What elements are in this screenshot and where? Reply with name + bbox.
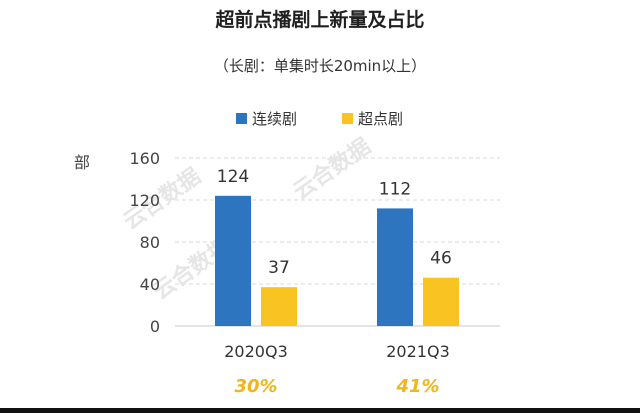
x-axis-categories: 2020Q3 2021Q3 <box>224 342 450 361</box>
watermark-text: 云合数据 <box>289 133 376 205</box>
ratio-labels: 30% 41% <box>234 376 439 397</box>
ratio-label: 41% <box>395 376 439 397</box>
ratio-label: 30% <box>234 376 277 397</box>
legend-label-series-1: 连续剧 <box>252 110 297 128</box>
data-label: 112 <box>379 179 411 199</box>
bar-2021q3-series-1 <box>377 208 413 326</box>
y-tick-label: 160 <box>129 149 160 168</box>
legend-swatch-series-1 <box>236 113 247 124</box>
bar-2021q3-series-2 <box>423 277 459 326</box>
legend-label-series-2: 超点剧 <box>358 110 403 128</box>
bars: 124 37 112 46 <box>215 167 459 326</box>
data-label: 37 <box>268 258 290 278</box>
bar-2020q3-series-1 <box>215 195 251 326</box>
y-axis-ticks: 0 40 80 120 160 <box>129 149 160 336</box>
chart-subtitle: （长剧：单集时长20min以上） <box>214 57 426 75</box>
y-tick-label: 80 <box>140 233 160 252</box>
y-tick-label: 0 <box>150 317 160 336</box>
bar-2020q3-series-2 <box>261 287 297 326</box>
bottom-bar <box>0 408 640 413</box>
chart-title: 超前点播剧上新量及占比 <box>214 8 424 31</box>
data-label: 46 <box>430 249 452 269</box>
y-axis-label: 部 <box>74 153 90 172</box>
x-category-label: 2021Q3 <box>386 342 450 361</box>
x-category-label: 2020Q3 <box>224 342 288 361</box>
data-label: 124 <box>217 167 249 187</box>
y-tick-label: 120 <box>129 191 160 210</box>
y-tick-label: 40 <box>140 275 160 294</box>
legend-swatch-series-2 <box>342 113 353 124</box>
legend: 连续剧 超点剧 <box>236 110 403 128</box>
